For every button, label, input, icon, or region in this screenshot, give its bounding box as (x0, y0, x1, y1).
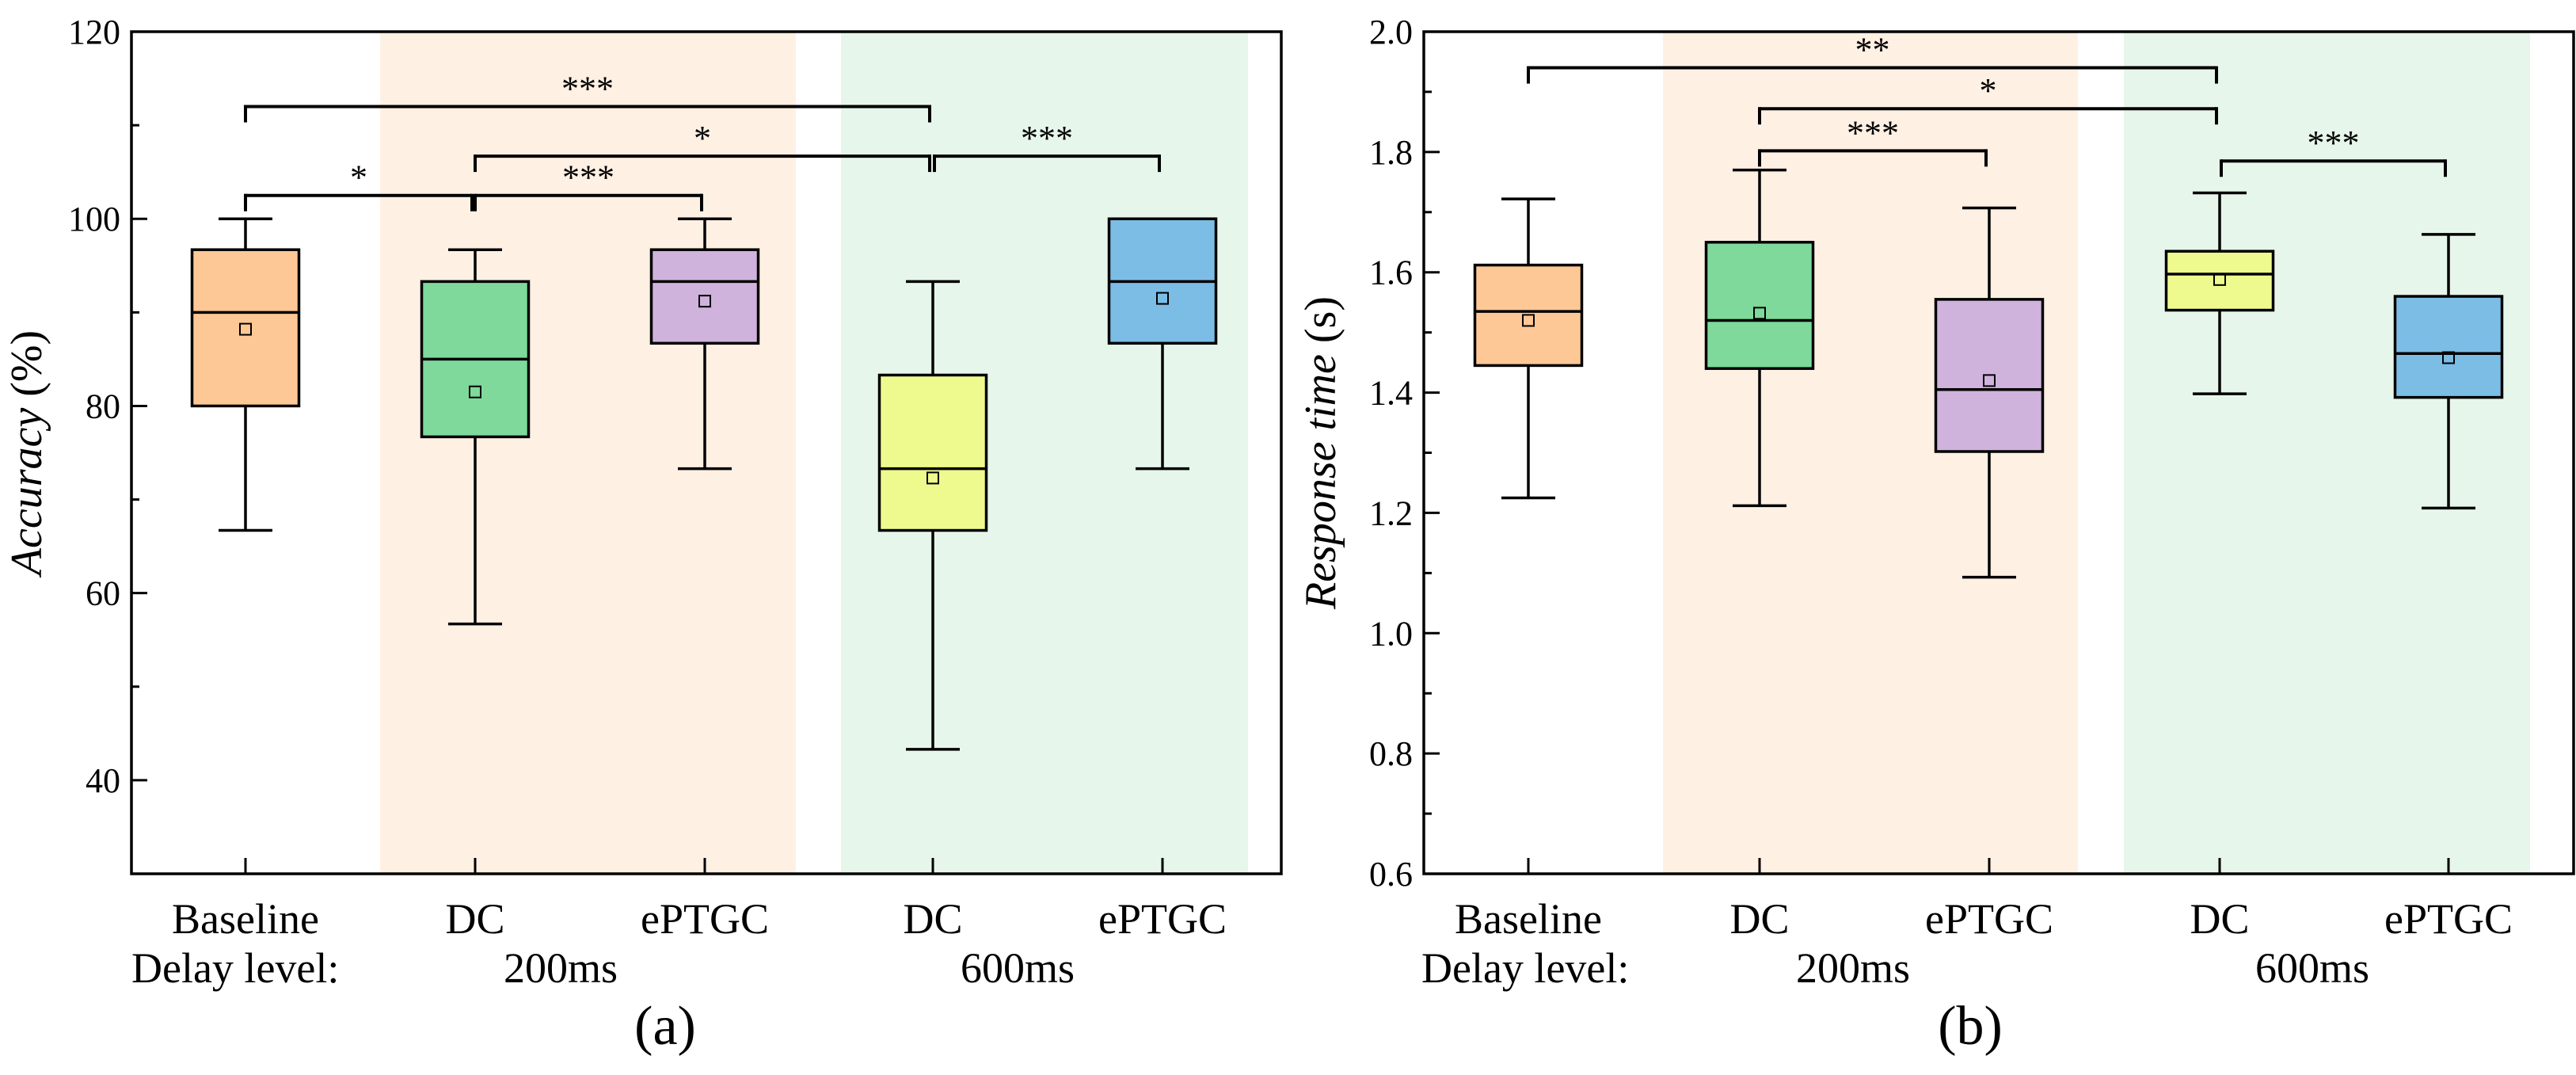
box-dc-600ms (877, 280, 988, 751)
y-tick-label: 100 (68, 200, 120, 238)
significance-bracket: *** (474, 158, 703, 212)
x-category-label: Baseline (1455, 895, 1602, 943)
mean-marker (2442, 351, 2455, 364)
mean-marker (1983, 374, 1996, 387)
x-category-label: DC (903, 895, 962, 943)
chart-panel-b: 0.60.81.01.21.41.61.82.0 ****** ***Baselin… (1296, 13, 2575, 1057)
x-category-label: ePTGC (1925, 895, 2053, 943)
y-axis-label-italic: Accuracy (2, 408, 51, 579)
y-axis-label-italic: Response time (1296, 354, 1345, 610)
y-tick-label: 40 (86, 761, 120, 800)
axes-frame (1422, 30, 2575, 875)
y-axis-label-unit: (%) (2, 330, 51, 408)
significance-label: *** (1021, 119, 1073, 158)
group-band-600ms (2124, 32, 2530, 874)
significance-label: * (694, 119, 711, 158)
box-iqr (877, 373, 988, 532)
group-band-200ms (380, 32, 796, 874)
box-iqr (2393, 295, 2504, 399)
y-axis-label-unit: (s) (1296, 296, 1345, 354)
x-category-label: DC (2190, 895, 2249, 943)
significance-bracket: *** (244, 69, 931, 123)
significance-bracket: *** (933, 119, 1161, 173)
significance-bracket: *** (2220, 124, 2447, 177)
box-eptgc-600ms (2393, 233, 2504, 510)
group-label-600ms: 600ms (961, 944, 1075, 992)
y-tick-label: 1.2 (1369, 494, 1413, 532)
x-category-label: Baseline (172, 895, 319, 943)
y-tick-label: 1.6 (1369, 254, 1413, 292)
group-label-200ms: 200ms (504, 944, 618, 992)
mean-marker (469, 385, 481, 398)
mean-marker (927, 471, 939, 485)
box-dc-200ms (420, 248, 531, 626)
x-category-label: DC (445, 895, 504, 943)
y-tick-label: 1.8 (1369, 133, 1413, 172)
significance-bracket: ** (1527, 31, 2218, 84)
panel-label: (a) (634, 996, 696, 1057)
box-iqr (2164, 250, 2275, 312)
y-tick-label: 0.8 (1369, 734, 1413, 773)
mean-marker (1156, 292, 1169, 305)
significance-bracket: * (474, 119, 931, 173)
panel-label: (b) (1938, 996, 2003, 1057)
significance-bracket: * (244, 158, 474, 212)
mean-marker (698, 295, 711, 308)
significance-label: *** (562, 158, 615, 197)
box-dc-600ms (2164, 191, 2275, 395)
box-eptgc-200ms (1934, 206, 2045, 579)
box-eptgc-600ms (1107, 217, 1218, 471)
y-axis-label: Response time (s) (1296, 296, 1345, 610)
x-category-label: ePTGC (1098, 895, 1227, 943)
box-iqr (190, 248, 301, 408)
significance-label: *** (561, 69, 614, 108)
delay-level-label: Delay level: (131, 944, 339, 992)
significance-label: *** (1847, 113, 1899, 152)
box-iqr (649, 248, 760, 345)
x-category-label: DC (1729, 895, 1789, 943)
x-category-label: ePTGC (641, 895, 769, 943)
box-iqr (1704, 241, 1815, 370)
y-axis-label: Accuracy (%) (2, 330, 51, 578)
y-tick-label: 1.0 (1369, 614, 1413, 653)
y-tick-label: 2.0 (1369, 13, 1413, 51)
significance-label: ** (1855, 31, 1890, 70)
significance-bracket: *** (1758, 113, 1988, 167)
significance-label: * (1980, 71, 1997, 110)
box-eptgc-200ms (649, 217, 760, 471)
y-tick-label: 0.6 (1369, 855, 1413, 894)
significance-label: *** (2308, 124, 2360, 162)
mean-marker (2213, 273, 2226, 286)
y-tick-label: 120 (68, 13, 120, 51)
box-baseline (190, 217, 301, 532)
significance-label: * (350, 158, 367, 197)
significance-bracket: * (1758, 71, 2218, 125)
x-category-label: ePTGC (2384, 895, 2513, 943)
group-label-600ms: 600ms (2255, 944, 2369, 992)
mean-marker (239, 322, 252, 336)
y-tick-label: 80 (86, 387, 120, 425)
mean-marker (1522, 314, 1535, 327)
box-baseline (1473, 197, 1584, 500)
y-tick-label: 1.4 (1369, 374, 1413, 413)
mean-marker (1753, 307, 1766, 320)
y-tick-label: 60 (86, 574, 120, 613)
delay-level-label: Delay level: (1421, 944, 1629, 992)
group-label-200ms: 200ms (1796, 944, 1910, 992)
axes-frame (130, 30, 1283, 875)
box-dc-200ms (1704, 168, 1815, 508)
